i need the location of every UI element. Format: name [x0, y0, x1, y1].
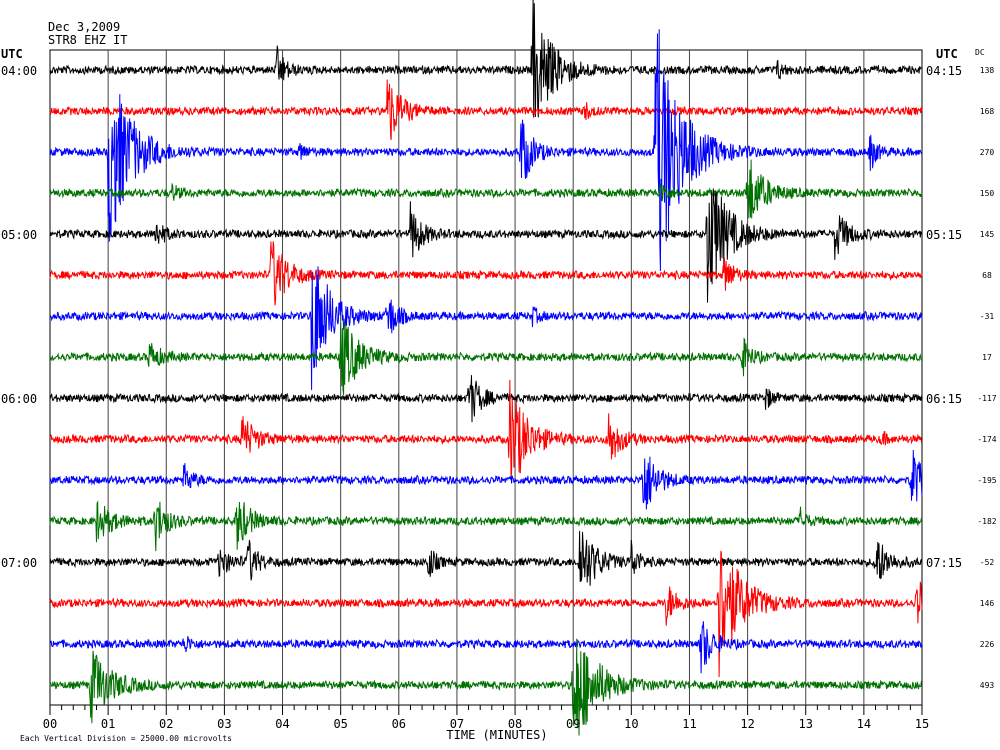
dc-offset-label: -31 — [980, 312, 995, 321]
plot-grid — [49, 49, 923, 715]
x-tick-label: 15 — [915, 717, 929, 731]
seismic-traces — [49, 0, 923, 736]
title-station: STR8 EHZ IT — [48, 33, 127, 47]
dc-offset-label: 68 — [982, 271, 992, 280]
dc-offset-label: 145 — [980, 230, 995, 239]
dc-offset-label: 146 — [980, 599, 995, 608]
x-tick-label: 06 — [392, 717, 406, 731]
seismic-trace — [49, 621, 923, 674]
dc-offset-label: 270 — [980, 148, 995, 157]
seismic-trace — [49, 0, 923, 118]
x-tick-label: 07 — [450, 717, 464, 731]
seismic-trace — [49, 550, 923, 678]
x-tick-label: 01 — [101, 717, 115, 731]
dc-offset-label: 493 — [980, 681, 995, 690]
seismic-trace — [49, 318, 923, 395]
seismic-trace — [49, 638, 923, 736]
x-tick-label: 13 — [799, 717, 813, 731]
dc-offset-label: 168 — [980, 107, 995, 116]
x-tick-label: 04 — [275, 717, 289, 731]
seismic-trace — [49, 266, 923, 391]
seismic-trace — [49, 449, 923, 510]
footnote: Each Vertical Division = 25000.00 microv… — [20, 734, 232, 743]
seismic-trace — [49, 241, 923, 306]
right-hour-label: 06:15 — [926, 392, 962, 406]
left-hour-label: 04:00 — [1, 64, 37, 78]
x-tick-label: 10 — [624, 717, 638, 731]
x-tick-label: 08 — [508, 717, 522, 731]
left-hour-label: 05:00 — [1, 228, 37, 242]
seismic-trace — [49, 375, 923, 423]
right-hour-label: 04:15 — [926, 64, 962, 78]
x-axis-label: TIME (MINUTES) — [446, 728, 547, 742]
x-tick-label: 00 — [43, 717, 57, 731]
dc-offset-label: 17 — [982, 353, 992, 362]
seismic-trace — [49, 159, 923, 219]
seismic-trace — [49, 530, 923, 586]
x-tick-label: 03 — [217, 717, 231, 731]
right-hour-label: 05:15 — [926, 228, 962, 242]
dc-offset-label: -182 — [977, 517, 996, 526]
x-tick-label: 11 — [682, 717, 696, 731]
dc-offset-label: 226 — [980, 640, 995, 649]
x-tick-label: 14 — [857, 717, 871, 731]
dc-offset-label: -195 — [977, 476, 996, 485]
dc-offset-label: -117 — [977, 394, 996, 403]
title-date: Dec 3,2009 — [48, 20, 120, 34]
seismic-trace — [49, 29, 923, 272]
dc-offset-label: 138 — [980, 66, 995, 75]
right-hour-label: 07:15 — [926, 556, 962, 570]
dc-offset-label: -52 — [980, 558, 995, 567]
axis-labels: Dec 3,2009 STR8 EHZ IT UTC UTC DC TIME (… — [1, 20, 997, 743]
dc-offset-label: -174 — [977, 435, 996, 444]
x-tick-label: 09 — [566, 717, 580, 731]
seismic-trace — [49, 500, 923, 552]
x-tick-label: 02 — [159, 717, 173, 731]
right-utc-label: UTC — [936, 47, 958, 61]
dc-offset-label: 150 — [980, 189, 995, 198]
x-tick-label: 05 — [333, 717, 347, 731]
seismic-trace — [49, 188, 923, 303]
left-hour-label: 06:00 — [1, 392, 37, 406]
x-tick-label: 12 — [740, 717, 754, 731]
plot-frame — [49, 49, 923, 706]
left-utc-label: UTC — [1, 47, 23, 61]
seismic-trace — [49, 79, 923, 140]
dc-label: DC — [975, 48, 985, 57]
left-hour-label: 07:00 — [1, 556, 37, 570]
seismic-trace — [49, 379, 923, 477]
